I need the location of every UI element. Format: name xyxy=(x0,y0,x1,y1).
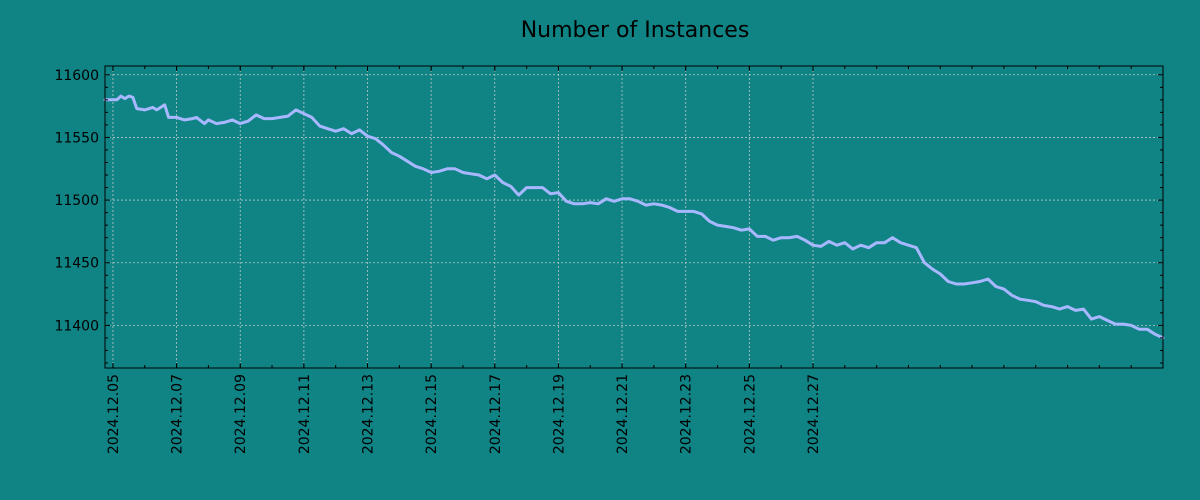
x-tick-label: 2024.12.27 xyxy=(806,374,822,454)
x-tick-label: 2024.12.05 xyxy=(106,374,122,454)
x-tick-label: 2024.12.15 xyxy=(424,374,440,454)
x-tick-label: 2024.12.17 xyxy=(488,374,504,454)
x-tick-label: 2024.12.11 xyxy=(297,374,313,454)
x-tick-label: 2024.12.13 xyxy=(361,374,377,454)
x-tick-label: 2024.12.21 xyxy=(615,374,631,454)
x-axis-labels: 2024.12.05 2024.12.07 2024.12.09 2024.12.11… xyxy=(106,374,822,454)
x-tick-label: 2024.12.07 xyxy=(170,374,186,454)
y-axis-labels: 11400 11450 11500 11550 11600 xyxy=(54,68,99,335)
x-tick-label: 2024.12.19 xyxy=(551,374,567,454)
y-tick-label: 11600 xyxy=(54,68,99,84)
series-line xyxy=(103,94,1165,340)
chart-title: Number of Instances xyxy=(521,18,750,43)
series-layer xyxy=(103,94,1165,340)
x-tick-label: 2024.12.25 xyxy=(742,374,758,454)
y-tick-label: 11450 xyxy=(54,256,99,272)
x-tick-label: 2024.12.09 xyxy=(233,374,249,454)
grid xyxy=(105,66,1163,368)
plot-frame xyxy=(104,65,1164,369)
ticks xyxy=(105,66,1164,368)
y-tick-label: 11550 xyxy=(54,130,99,146)
y-tick-label: 11500 xyxy=(54,193,99,209)
y-tick-label: 11400 xyxy=(54,318,99,334)
x-tick-label: 2024.12.23 xyxy=(679,374,695,454)
